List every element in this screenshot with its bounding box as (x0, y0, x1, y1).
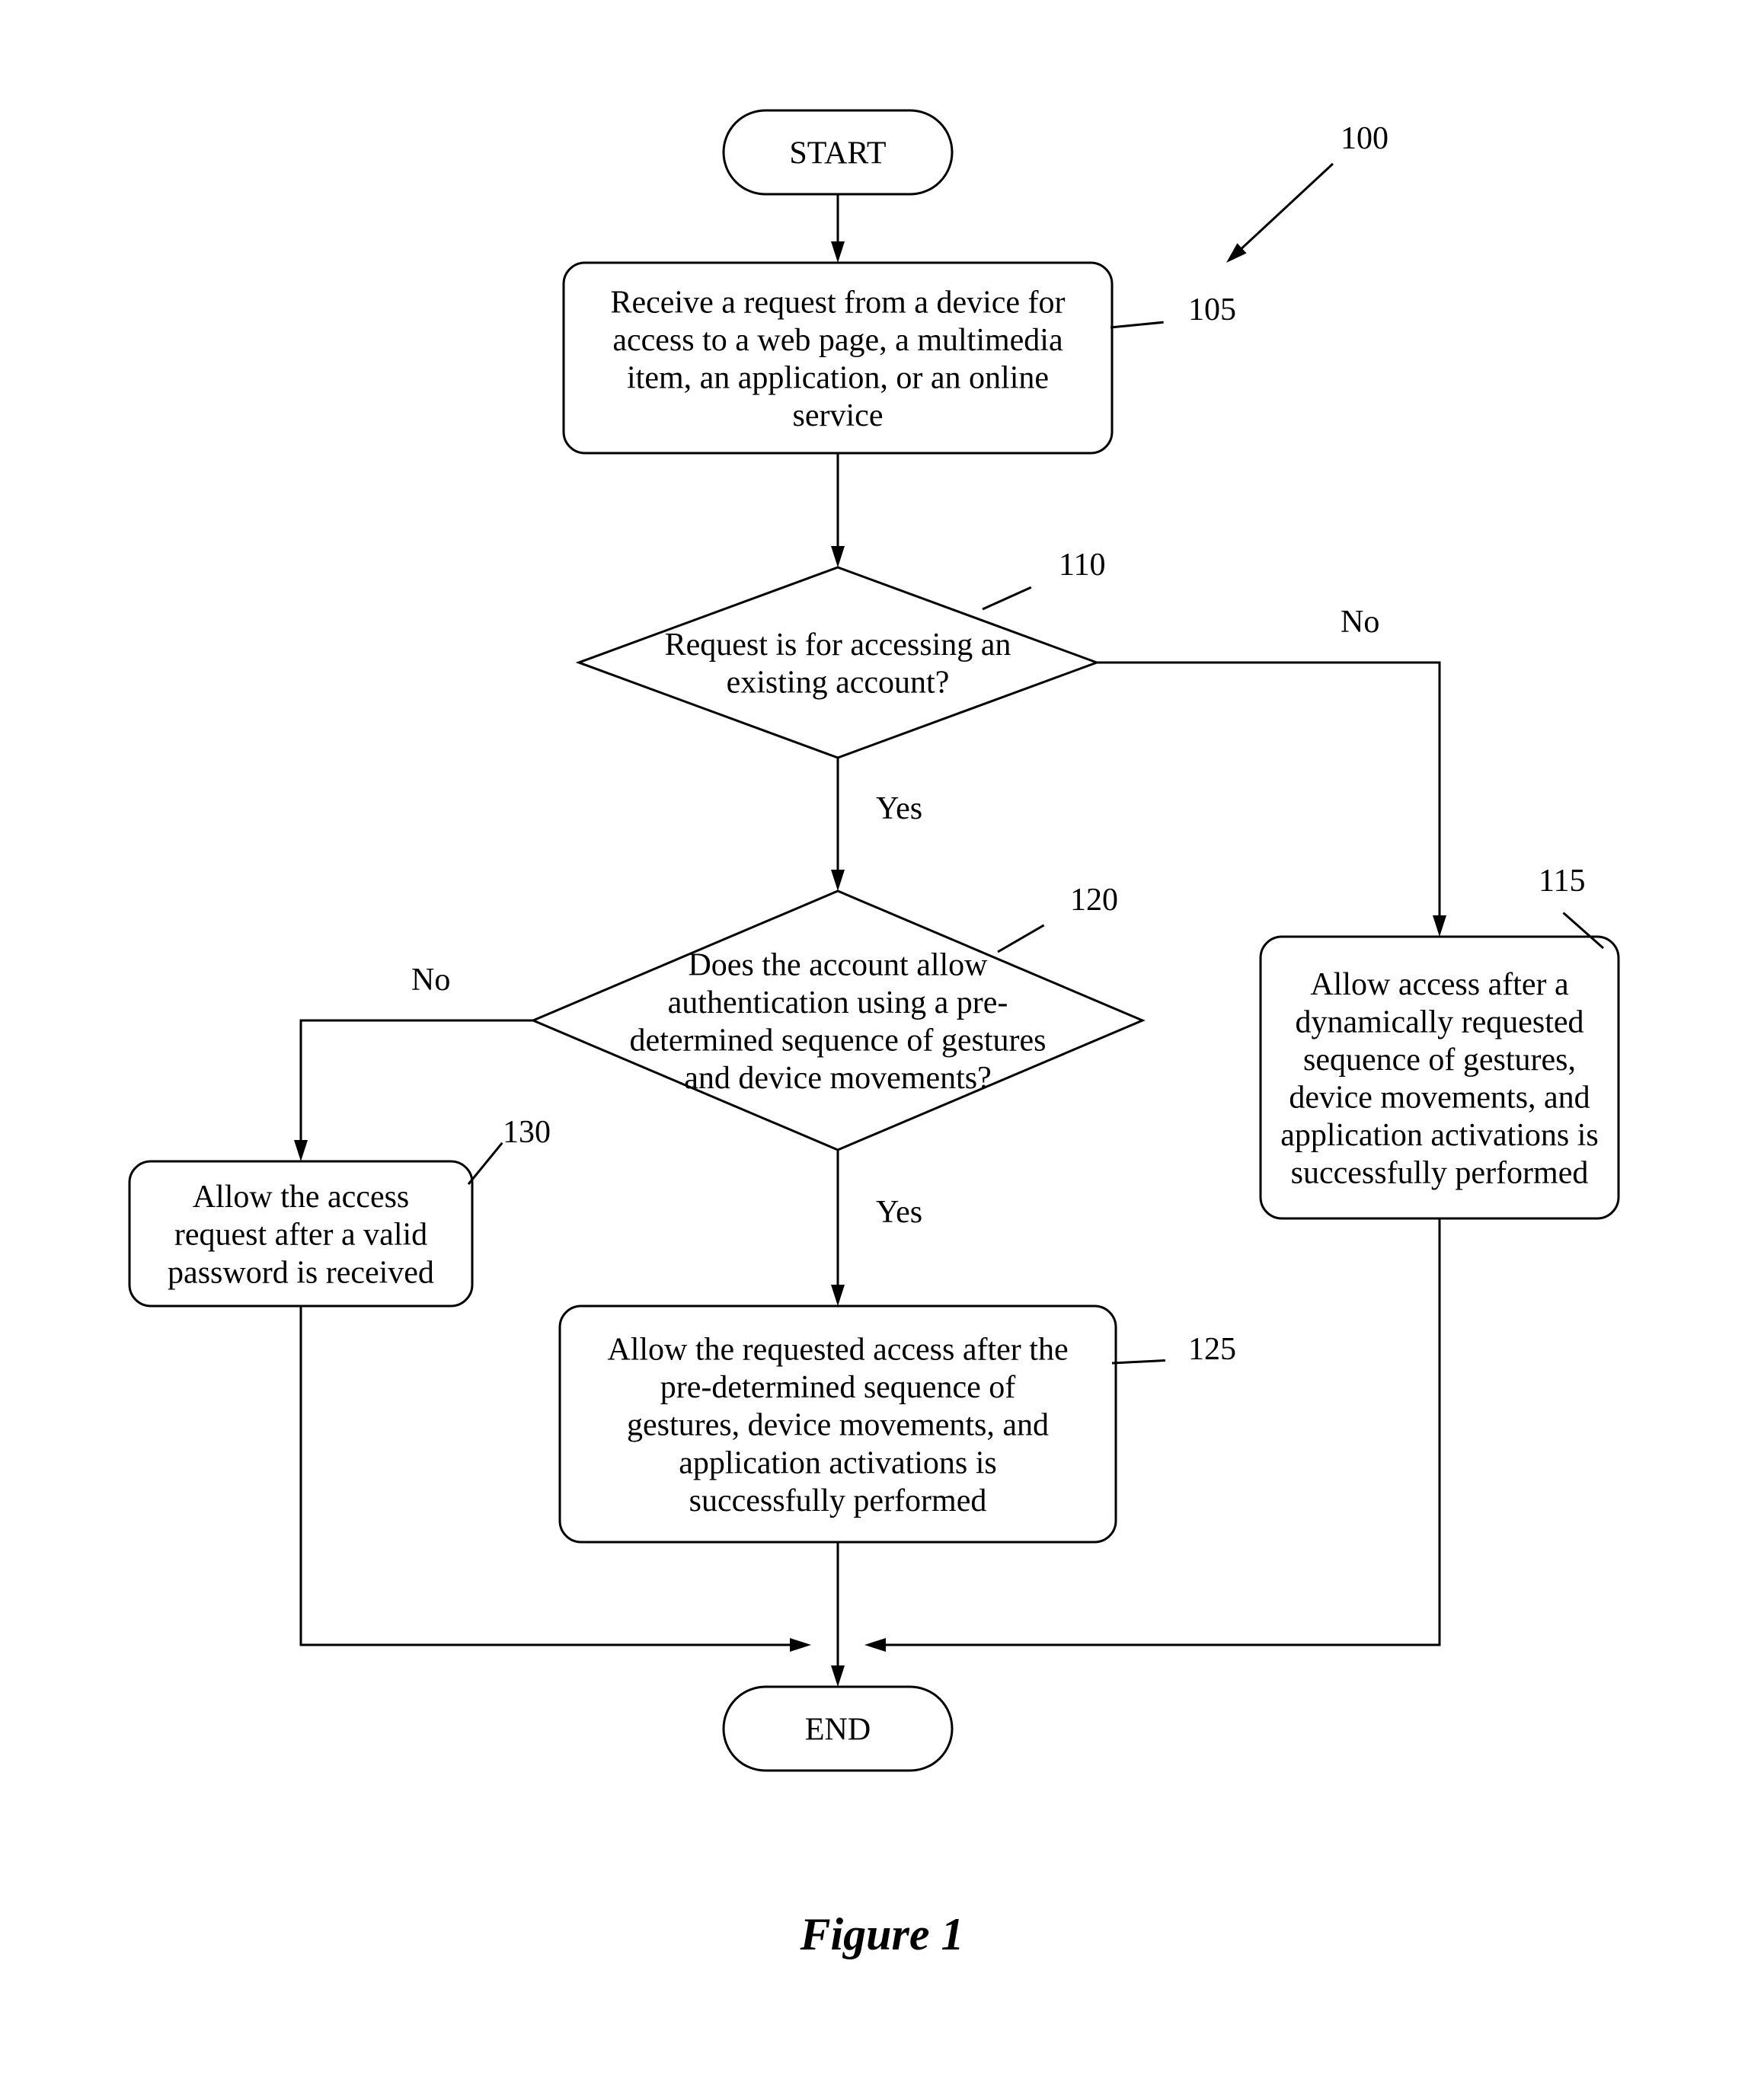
ref-label-n115: 115 (1539, 864, 1585, 899)
node-text-n105-line1: access to a web page, a multimedia (612, 323, 1063, 358)
decision-shape-d120 (533, 891, 1142, 1150)
node-text-n130-line1: request after a valid (174, 1218, 427, 1253)
figure-ref-arrow (1235, 164, 1333, 255)
node-text-d120-line0: Does the account allow (688, 947, 988, 982)
ref-label-d120: 120 (1070, 883, 1118, 918)
node-text-n130-line2: password is received (168, 1255, 434, 1290)
node-text-start-line0: START (789, 136, 886, 171)
node-text-d120-line2: determined sequence of gestures (630, 1023, 1047, 1058)
node-text-n125-line3: application activations is (679, 1445, 997, 1480)
edge-label-d110-d120: Yes (876, 791, 922, 826)
node-text-n125-line1: pre-determined sequence of (660, 1370, 1015, 1405)
node-text-n115-line4: application activations is (1280, 1118, 1599, 1153)
edge-d110-n115 (1097, 663, 1440, 925)
node-text-n125-line2: gestures, device movements, and (627, 1408, 1049, 1443)
ref-leader-d120 (998, 925, 1044, 952)
decision-shape-d110 (579, 567, 1097, 758)
ref-leader-n105 (1110, 322, 1164, 327)
ref-leader-n130 (468, 1143, 502, 1184)
node-text-n115-line2: sequence of gestures, (1303, 1043, 1576, 1078)
node-text-n105-line2: item, an application, or an online (627, 360, 1049, 395)
node-text-n115-line0: Allow access after a (1310, 967, 1569, 1002)
node-text-n105-line3: service (793, 398, 884, 433)
ref-leader-n125 (1112, 1361, 1165, 1363)
figure-caption: Figure 1 (799, 1909, 963, 1959)
node-n105: Receive a request from a device foracces… (564, 263, 1112, 453)
ref-leader-d110 (983, 587, 1031, 609)
ref-label-n125: 125 (1188, 1332, 1236, 1367)
edge-label-d110-n115: No (1341, 605, 1379, 640)
node-n115: Allow access after adynamically requeste… (1261, 937, 1619, 1218)
node-end: END (724, 1687, 952, 1771)
node-text-n115-line3: device movements, and (1289, 1080, 1590, 1115)
node-text-d110-line0: Request is for accessing an (665, 627, 1011, 663)
node-text-n130-line0: Allow the access (193, 1180, 410, 1215)
node-text-n115-line1: dynamically requested (1295, 1004, 1583, 1039)
node-text-n115-line5: successfully performed (1291, 1156, 1589, 1191)
node-text-d120-line1: authentication using a pre- (668, 985, 1008, 1020)
edge-label-d120-n130: No (411, 963, 450, 998)
node-d120: Does the account allowauthentication usi… (533, 891, 1142, 1150)
ref-label-n130: 130 (503, 1115, 551, 1150)
node-n125: Allow the requested access after thepre-… (560, 1306, 1116, 1542)
ref-label-d110: 110 (1059, 548, 1105, 583)
node-text-d110-line1: existing account? (727, 665, 950, 700)
node-d110: Request is for accessing anexisting acco… (579, 567, 1097, 758)
node-text-end-line0: END (805, 1713, 871, 1748)
node-text-n105-line0: Receive a request from a device for (610, 285, 1065, 320)
edge-label-d120-n125: Yes (876, 1195, 922, 1230)
figure-ref-label: 100 (1341, 121, 1389, 156)
node-start: START (724, 110, 952, 194)
edge-d120-n130 (301, 1020, 533, 1150)
ref-label-n105: 105 (1188, 292, 1236, 327)
node-text-n125-line4: successfully performed (689, 1483, 987, 1518)
node-n130: Allow the accessrequest after a validpas… (129, 1161, 472, 1306)
node-text-n125-line0: Allow the requested access after the (607, 1333, 1068, 1368)
node-text-d120-line3: and device movements? (684, 1061, 992, 1096)
